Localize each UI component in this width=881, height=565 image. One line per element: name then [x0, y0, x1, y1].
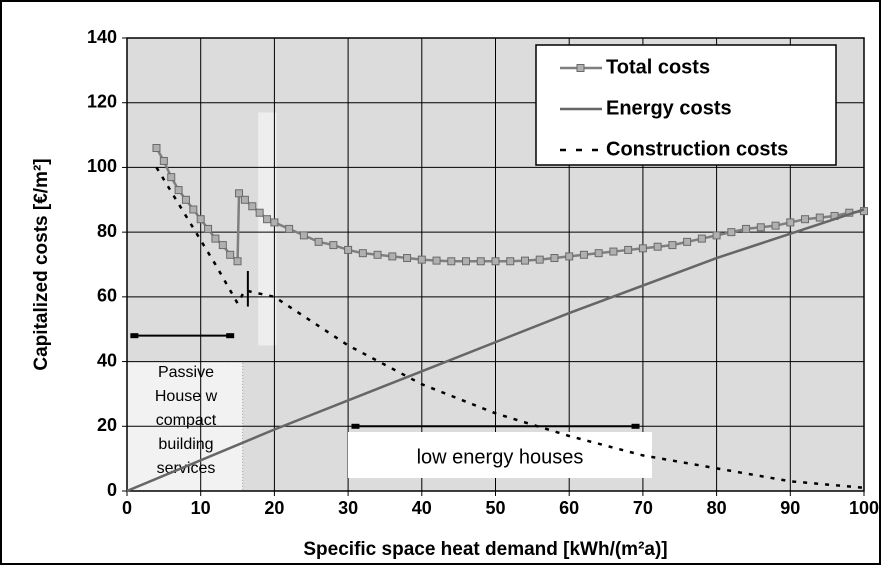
series-marker: [174, 186, 183, 195]
series-marker: [432, 256, 441, 265]
series-marker: [638, 244, 647, 253]
y-tick-label: 0: [107, 480, 117, 500]
series-marker: [697, 234, 706, 243]
series-marker: [204, 224, 213, 233]
series-marker: [152, 144, 161, 153]
series-marker: [403, 254, 412, 263]
series-marker: [801, 215, 810, 224]
series-marker: [299, 231, 308, 240]
y-tick-label: 80: [97, 221, 117, 241]
arrow-head: [130, 333, 139, 339]
series-marker: [248, 202, 257, 211]
series-marker: [344, 245, 353, 254]
series-marker: [742, 224, 751, 233]
arrow-head: [351, 423, 360, 429]
legend-marker: [576, 64, 585, 72]
x-tick-label: 60: [559, 498, 579, 518]
series-marker: [786, 218, 795, 227]
series-marker: [181, 195, 190, 204]
series-marker: [218, 241, 227, 250]
series-marker: [565, 252, 574, 261]
series-marker: [189, 205, 198, 214]
x-tick-label: 30: [338, 498, 358, 518]
x-tick-label: 80: [707, 498, 727, 518]
series-marker: [388, 252, 397, 261]
series-marker: [235, 189, 244, 198]
series-marker: [550, 254, 559, 263]
series-marker: [683, 237, 692, 246]
series-marker: [270, 218, 279, 227]
series-marker: [462, 257, 471, 266]
series-marker: [263, 215, 272, 224]
series-marker: [211, 234, 220, 243]
series-marker: [358, 249, 367, 258]
legend-label: Energy costs: [606, 97, 732, 119]
series-marker: [417, 255, 426, 264]
series-marker: [535, 255, 544, 264]
passive-house-label: compact: [156, 412, 217, 429]
series-marker: [226, 250, 235, 259]
y-axis-label: Capitalized costs [€/m²]: [31, 158, 52, 370]
y-tick-label: 60: [97, 286, 117, 306]
series-marker: [285, 224, 294, 233]
x-tick-label: 0: [122, 498, 132, 518]
x-axis-label: Specific space heat demand [kWh/(m²a)]: [303, 539, 667, 560]
series-marker: [329, 241, 338, 250]
series-marker: [712, 231, 721, 240]
series-marker: [624, 245, 633, 254]
low-energy-box: [348, 432, 652, 478]
plot-border: [126, 37, 865, 492]
series-marker: [756, 223, 765, 232]
series-marker: [579, 250, 588, 259]
x-tick-label: 50: [485, 498, 505, 518]
series-marker: [314, 237, 323, 246]
y-tick-label: 40: [97, 350, 117, 370]
arrow-head: [631, 423, 640, 429]
series-marker: [255, 208, 264, 217]
series-marker: [233, 257, 242, 266]
y-tick-label: 140: [87, 27, 117, 47]
series-marker: [771, 221, 780, 230]
series-marker: [668, 241, 677, 250]
passive-house-label: House w: [155, 388, 218, 405]
y-tick-label: 100: [87, 156, 117, 176]
series-marker: [159, 156, 168, 165]
arrow-head: [226, 333, 235, 339]
series-marker: [167, 173, 176, 182]
legend-box: [535, 44, 837, 166]
series-line: [155, 166, 865, 490]
x-tick-label: 10: [191, 498, 211, 518]
series-marker: [727, 228, 736, 237]
series-marker: [447, 257, 456, 266]
passive-house-label: building: [158, 436, 213, 453]
series-line: [126, 208, 865, 493]
series-marker: [491, 257, 500, 266]
x-tick-label: 40: [412, 498, 432, 518]
legend-label: Construction costs: [606, 138, 788, 160]
series-marker: [476, 257, 485, 266]
system-region: [258, 112, 277, 346]
x-tick-label: 20: [264, 498, 284, 518]
series-marker: [653, 242, 662, 251]
low-energy-label: low energy houses: [417, 446, 584, 468]
series-line: [155, 147, 865, 264]
legend-label: Total costs: [606, 56, 710, 78]
series-marker: [609, 247, 618, 256]
series-marker: [240, 195, 249, 204]
x-tick-label: 70: [633, 498, 653, 518]
series-marker: [373, 250, 382, 259]
passive-house-label: Passive: [158, 364, 214, 381]
y-tick-label: 20: [97, 415, 117, 435]
series-marker: [506, 257, 515, 266]
legend: Total costs Energy costs Construction cost…: [535, 44, 837, 166]
x-tick-label: 100: [849, 498, 879, 518]
y-tick-label: 120: [87, 91, 117, 111]
series-marker: [594, 249, 603, 258]
series-marker: [520, 256, 529, 265]
x-tick-label: 90: [780, 498, 800, 518]
series-marker: [196, 215, 205, 224]
series-marker: [815, 213, 824, 222]
